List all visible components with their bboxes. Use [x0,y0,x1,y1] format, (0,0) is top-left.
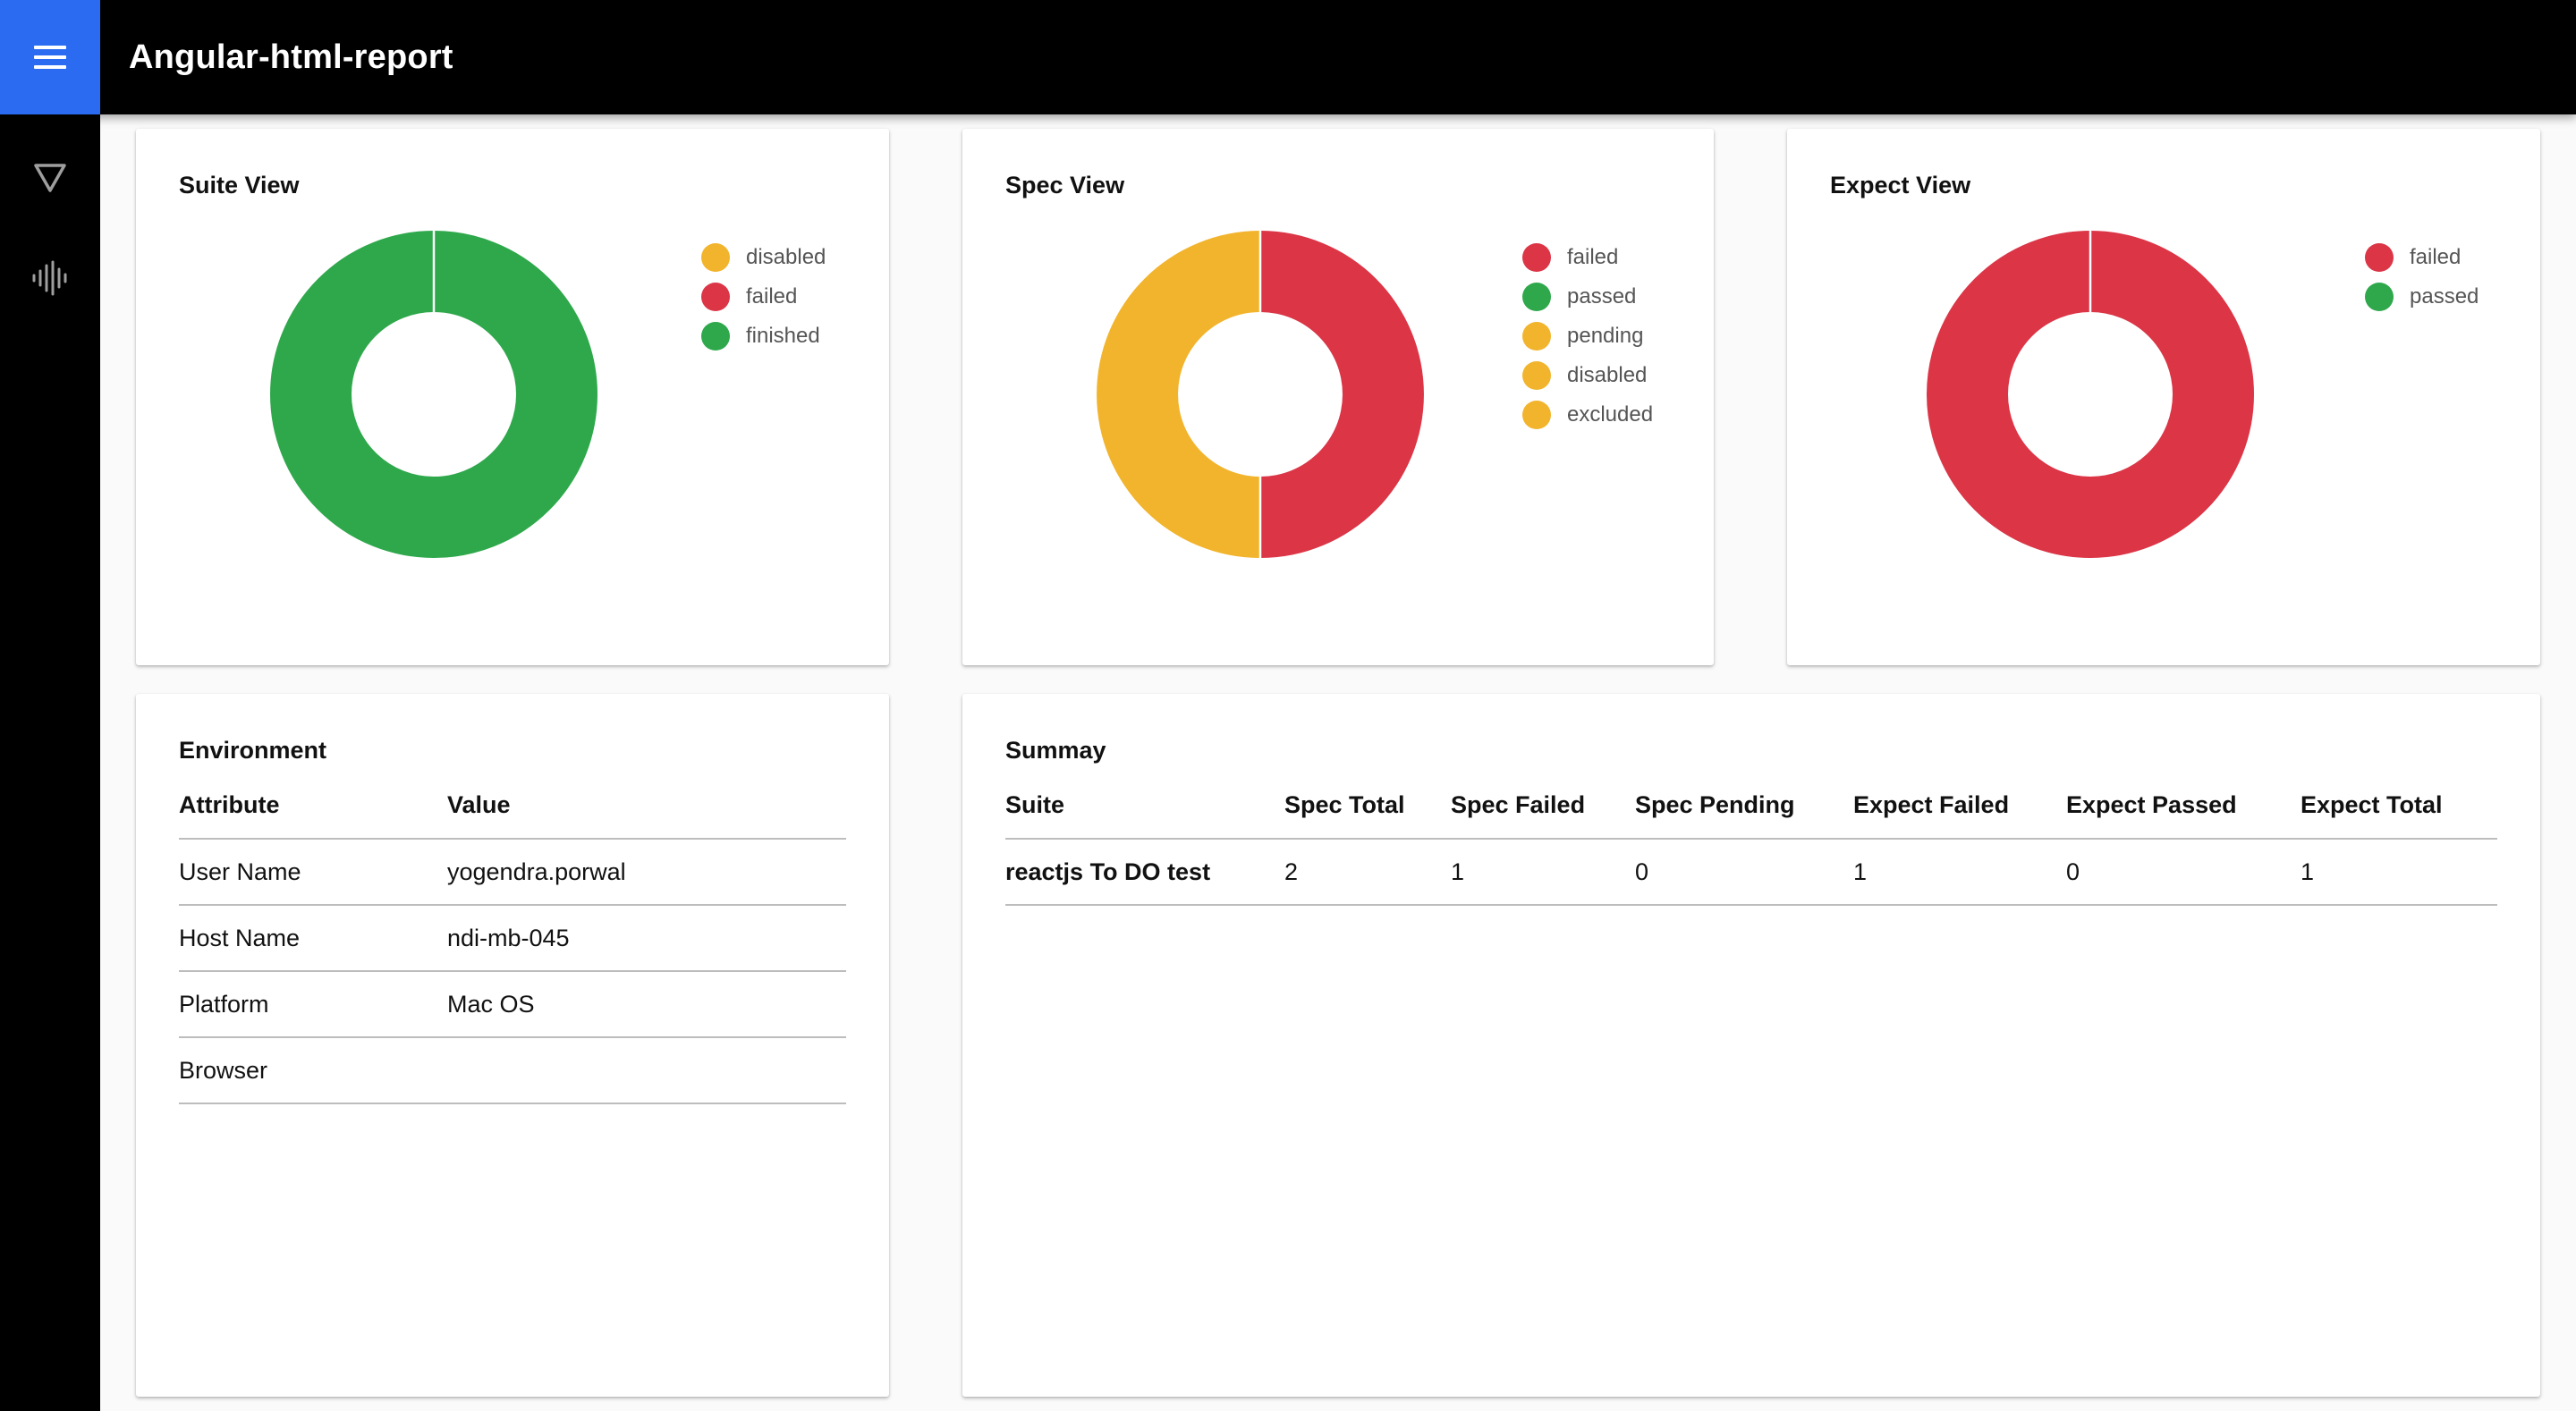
suite-view-legend: disabled failed finished [701,238,826,356]
slice-failed[interactable] [1260,231,1424,558]
expect-view-donut-chart [1927,231,2254,558]
expect-view-legend: failed passed [2365,238,2479,317]
hamburger-menu-button[interactable] [0,0,100,114]
attribute-cell: User Name [179,839,447,906]
legend-item-pending[interactable]: pending [1522,317,1653,356]
waveform-icon [32,260,67,296]
spec-view-card: Spec View failed passed pending disabled… [962,129,1714,665]
spec-view-legend: failed passed pending disabled excluded [1522,238,1653,435]
legend-dot [701,283,730,311]
filter-triangle-icon [34,164,66,192]
table-row: reactjs To DO test 2 1 0 1 0 1 [1005,839,2497,906]
top-app-bar: Angular-html-report [0,0,2576,114]
spec-view-donut-chart [1097,231,1424,558]
expect-view-card: Expect View failed passed [1787,129,2540,665]
hamburger-menu-icon [34,46,66,69]
suite-name-cell: reactjs To DO test [1005,839,1284,906]
column-header-expect-failed: Expect Failed [1853,773,2066,840]
spec-total-cell: 2 [1284,839,1451,906]
legend-item-failed[interactable]: failed [1522,238,1653,277]
legend-dot [1522,322,1551,351]
table-header-row: Suite Spec Total Spec Failed Spec Pendin… [1005,773,2497,840]
attribute-cell: Browser [179,1037,447,1104]
legend-item-finished[interactable]: finished [701,317,826,356]
sidebar-item-filter[interactable] [0,129,100,227]
attribute-cell: Platform [179,971,447,1038]
legend-dot [1522,283,1551,311]
column-header-spec-total: Spec Total [1284,773,1451,840]
column-header-suite: Suite [1005,773,1284,840]
sidebar [0,114,100,1411]
environment-table: Attribute Value User Name yogendra.porwa… [179,773,846,1104]
attribute-cell: Host Name [179,905,447,972]
table-row: Host Name ndi-mb-045 [179,905,846,972]
legend-item-passed[interactable]: passed [1522,277,1653,317]
spec-view-title: Spec View [1005,172,1125,199]
table-row: Platform Mac OS [179,971,846,1038]
column-header-expect-total: Expect Total [2301,773,2497,840]
summary-title: Summay [1005,737,1106,764]
column-header-spec-pending: Spec Pending [1635,773,1853,840]
column-header-value: Value [447,773,846,840]
summary-table: Suite Spec Total Spec Failed Spec Pendin… [1005,773,2497,906]
column-header-spec-failed: Spec Failed [1451,773,1635,840]
column-header-expect-passed: Expect Passed [2066,773,2301,840]
table-row: User Name yogendra.porwal [179,839,846,906]
table-header-row: Attribute Value [179,773,846,840]
legend-item-failed[interactable]: failed [701,277,826,317]
app-title: Angular-html-report [129,38,453,76]
legend-item-disabled[interactable]: disabled [701,238,826,277]
expect-view-title: Expect View [1830,172,1971,199]
expect-passed-cell: 0 [2066,839,2301,906]
expect-failed-cell: 1 [1853,839,2066,906]
legend-dot [2365,283,2394,311]
legend-item-excluded[interactable]: excluded [1522,395,1653,435]
environment-title: Environment [179,737,327,764]
spec-failed-cell: 1 [1451,839,1635,906]
legend-item-passed[interactable]: passed [2365,277,2479,317]
value-cell: yogendra.porwal [447,839,846,906]
suite-view-card: Suite View disabled failed finished [136,129,889,665]
legend-item-failed[interactable]: failed [2365,238,2479,277]
summary-card: Summay Suite Spec Total Spec Failed Spec… [962,694,2540,1397]
legend-dot [1522,401,1551,429]
suite-view-title: Suite View [179,172,300,199]
sidebar-item-waveform[interactable] [0,229,100,327]
value-cell: Mac OS [447,971,846,1038]
suite-view-donut-chart [270,231,597,558]
legend-dot [1522,361,1551,390]
expect-total-cell: 1 [2301,839,2497,906]
spec-pending-cell: 0 [1635,839,1853,906]
value-cell [447,1037,846,1104]
legend-dot [701,322,730,351]
legend-dot [1522,243,1551,272]
column-header-attribute: Attribute [179,773,447,840]
legend-dot [2365,243,2394,272]
slice-disabled[interactable] [1097,231,1260,558]
legend-item-disabled[interactable]: disabled [1522,356,1653,395]
environment-card: Environment Attribute Value User Name yo… [136,694,889,1397]
legend-dot [701,243,730,272]
value-cell: ndi-mb-045 [447,905,846,972]
table-row: Browser [179,1037,846,1104]
